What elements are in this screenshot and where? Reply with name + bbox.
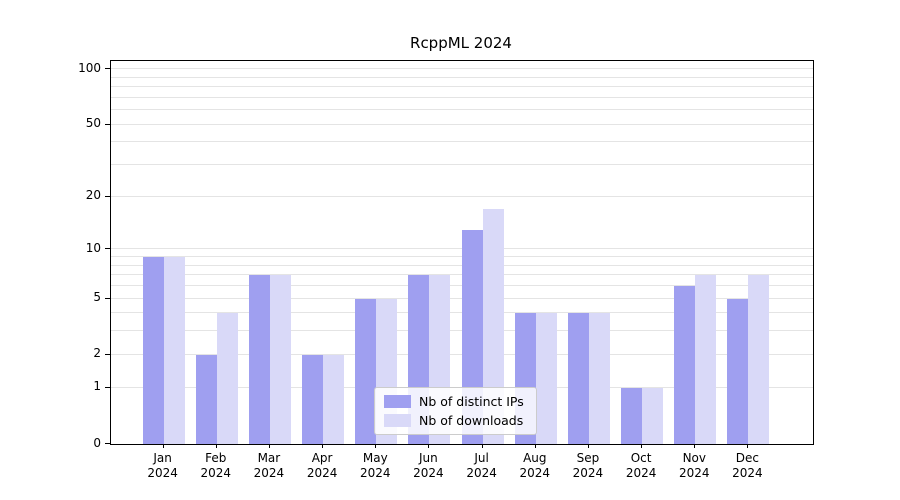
bar-distinct-ips [621,387,643,444]
y-axis-label: 10 [85,240,101,255]
x-tick [534,444,536,448]
x-axis-label: Jul 2024 [466,451,497,480]
bar-distinct-ips [248,275,270,444]
y-axis-label: 100 [78,60,101,75]
y-tick [105,248,110,250]
chart-title: RcppML 2024 [410,34,512,52]
bar-distinct-ips [355,298,377,444]
x-axis-label: Dec 2024 [732,451,763,480]
gridline [111,96,813,98]
x-axis-label: Sep 2024 [572,451,604,480]
y-tick [105,353,110,355]
bar-distinct-ips [674,286,696,444]
bar-distinct-ips [195,354,217,444]
legend-label-downloads: Nb of downloads [419,413,524,428]
y-axis-label: 20 [85,188,101,203]
x-tick [481,444,483,448]
bar-downloads [482,209,504,444]
y-axis-label: 5 [93,290,101,304]
x-tick [375,444,377,448]
gridline [111,123,813,125]
x-tick [587,444,589,448]
gridline [111,164,813,166]
bar-downloads [748,275,770,444]
bar-downloads [588,313,610,444]
bar-downloads [269,275,291,444]
gridline [111,141,813,143]
bar-downloads [535,313,557,444]
x-tick [215,444,217,448]
legend-label-distinct-ips: Nb of distinct IPs [419,394,524,409]
x-axis-label: Nov 2024 [679,451,710,480]
bar-downloads [163,257,185,444]
x-tick [428,444,430,448]
bar-downloads [642,387,664,444]
x-axis-label: Oct 2024 [625,451,657,480]
gridline [111,86,813,88]
x-axis-label: Aug 2024 [519,451,551,480]
gridline [111,195,813,197]
gridline [111,76,813,78]
legend: Nb of distinct IPs Nb of downloads [374,387,537,435]
bar-distinct-ips [302,354,324,444]
legend-swatch-distinct-ips [384,395,411,408]
y-tick [105,123,110,125]
y-axis-label: 2 [93,346,101,361]
y-tick [105,386,110,388]
legend-item-distinct-ips: Nb of distinct IPs [384,394,524,409]
y-tick [105,443,110,444]
plot-area: Nb of distinct IPs Nb of downloads [110,60,814,445]
gridline [111,68,813,70]
legend-swatch-downloads [384,414,411,427]
x-tick [747,444,749,448]
x-axis-label: Mar 2024 [253,451,285,480]
x-axis-label: Jun 2024 [413,451,444,480]
x-tick [162,444,164,448]
y-axis-label: 0 [93,435,101,450]
bar-distinct-ips [142,257,164,444]
bar-downloads [695,275,717,444]
gridline [111,109,813,111]
y-axis-label: 50 [85,116,101,131]
y-axis-label: 1 [93,379,101,394]
x-axis-label: Apr 2024 [306,451,338,480]
x-axis-label: Jan 2024 [147,451,178,480]
y-tick [105,195,110,197]
x-tick [268,444,270,448]
bar-downloads [323,354,345,444]
bar-distinct-ips [727,298,749,444]
x-tick [641,444,643,448]
y-tick [105,68,110,70]
y-tick [105,297,110,299]
legend-item-downloads: Nb of downloads [384,413,524,428]
bar-downloads [216,313,238,444]
x-axis-label: Feb 2024 [200,451,232,480]
x-tick [694,444,696,448]
bar-distinct-ips [567,313,589,444]
x-tick [322,444,324,448]
x-axis-label: May 2024 [360,451,391,480]
